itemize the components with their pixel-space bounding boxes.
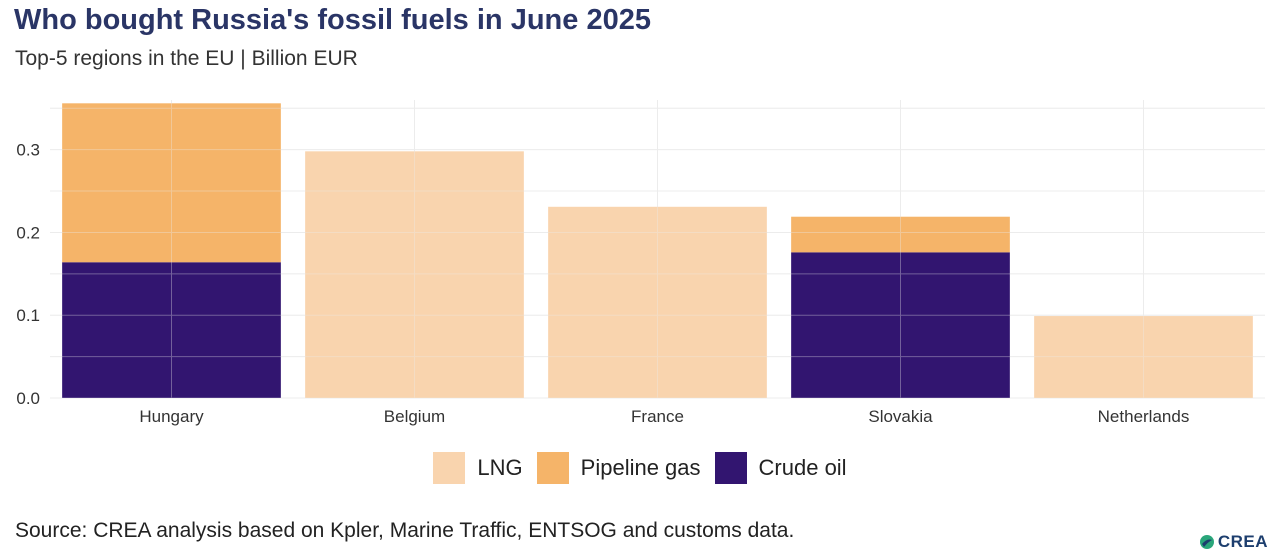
x-tick-label: Hungary — [139, 407, 204, 426]
legend-swatch-pipeline-gas — [536, 452, 569, 484]
bar-slovakia-crude-oil — [791, 252, 1010, 398]
legend: LNG Pipeline gas Crude oil — [0, 452, 1280, 484]
grid-overlay — [50, 100, 1265, 399]
x-tick-label: Netherlands — [1098, 407, 1190, 426]
chart-subtitle: Top-5 regions in the EU | Billion EUR — [15, 47, 358, 70]
y-tick-label: 0.3 — [16, 141, 40, 160]
bar-france-lng — [548, 206, 767, 398]
legend-item-crude-oil: Crude oil — [714, 452, 847, 484]
legend-item-lng: LNG — [433, 452, 523, 484]
bar-slovakia-pipeline-gas — [791, 216, 1010, 253]
crea-logo: CREA — [1199, 532, 1268, 552]
legend-label-lng: LNG — [477, 455, 523, 480]
chart-title: Who bought Russia's fossil fuels in June… — [14, 4, 651, 36]
legend-label-pipeline-gas: Pipeline gas — [580, 455, 701, 480]
legend-label-crude-oil: Crude oil — [758, 455, 847, 480]
y-tick-label: 0.1 — [16, 306, 40, 325]
crea-logo-icon — [1199, 535, 1214, 549]
legend-swatch-lng — [433, 452, 466, 484]
bar-hungary-crude-oil — [62, 262, 281, 398]
x-axis-ticks: Hungary Belgium France Slovakia Netherlands — [139, 407, 1189, 426]
crea-logo-text: CREA — [1217, 532, 1268, 551]
bar-belgium-lng — [305, 151, 524, 398]
y-axis-ticks: 0.0 0.1 0.2 0.3 — [16, 141, 40, 408]
y-tick-label: 0.2 — [16, 223, 40, 242]
legend-item-pipeline-gas: Pipeline gas — [536, 452, 701, 484]
bar-netherlands-lng — [1034, 316, 1253, 398]
source-note: Source: CREA analysis based on Kpler, Ma… — [15, 519, 795, 542]
bars — [62, 103, 1253, 398]
x-tick-label: Slovakia — [868, 407, 933, 426]
y-tick-label: 0.0 — [16, 389, 40, 408]
x-tick-label: Belgium — [384, 407, 445, 426]
bar-hungary-pipeline-gas — [62, 103, 281, 263]
x-tick-label: France — [631, 407, 684, 426]
legend-swatch-crude-oil — [714, 452, 747, 484]
bar-chart: 0.0 0.1 0.2 0.3 Hungary Belgium France Slovaki… — [16, 100, 1265, 426]
